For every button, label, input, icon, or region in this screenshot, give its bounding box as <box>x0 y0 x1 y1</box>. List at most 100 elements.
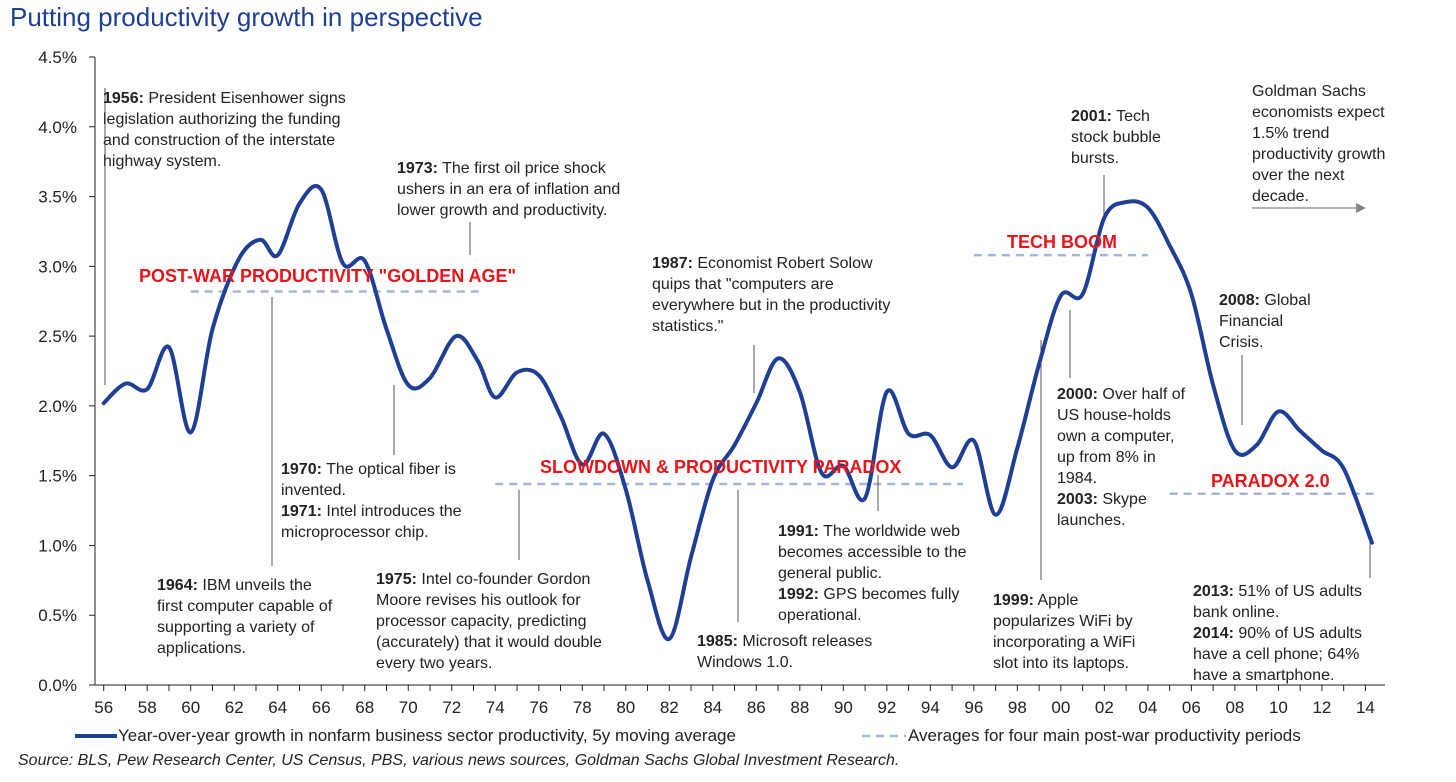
x-tick-label: 14 <box>1356 698 1375 717</box>
y-tick-label: 4.0% <box>38 118 77 137</box>
y-tick-label: 2.5% <box>38 327 77 346</box>
annotation-year: 1964: <box>157 577 198 594</box>
period-label-golden-age: POST-WAR PRODUCTIVITY "GOLDEN AGE" <box>139 266 517 286</box>
x-tick-label: 72 <box>442 698 461 717</box>
annotation-1956: 1956: President Eisenhower signs legisla… <box>103 88 353 172</box>
annotation-text: Over half of US house-holds own a comput… <box>1057 386 1186 487</box>
x-tick-label: 74 <box>486 698 505 717</box>
x-tick-label: 94 <box>921 698 940 717</box>
x-tick-label: 86 <box>747 698 766 717</box>
annotation-text: Global Financial Crisis. <box>1219 292 1311 351</box>
annotation-1991: 1991: The worldwide web becomes accessib… <box>778 521 983 626</box>
x-tick-label: 76 <box>529 698 548 717</box>
y-tick-label: 3.5% <box>38 188 77 207</box>
x-tick-label: 08 <box>1225 698 1244 717</box>
x-tick-label: 66 <box>312 698 331 717</box>
x-tick-label: 02 <box>1095 698 1114 717</box>
annotation-1999: 1999: Apple popularizes WiFi by incorpor… <box>993 590 1158 674</box>
x-tick-label: 88 <box>790 698 809 717</box>
annotation-year: 1987: <box>652 255 693 272</box>
x-tick-label: 68 <box>355 698 374 717</box>
annotation-text: The first oil price shock ushers in an e… <box>397 160 621 219</box>
annotation-text: 51% of US adults bank online. <box>1193 583 1362 621</box>
annotation-text: Tech stock bubble bursts. <box>1071 108 1161 167</box>
x-tick-label: 04 <box>1138 698 1157 717</box>
annotation-text: Goldman Sachs economists expect 1.5% tre… <box>1252 83 1386 205</box>
annotation-year: 1973: <box>397 160 438 177</box>
x-tick-label: 70 <box>399 698 418 717</box>
y-tick-label: 0.0% <box>38 676 77 695</box>
x-tick-label: 80 <box>616 698 635 717</box>
annotation-text: Skype launches. <box>1057 491 1147 529</box>
x-tick-label: 92 <box>877 698 896 717</box>
x-tick-label: 84 <box>703 698 722 717</box>
period-label-paradox-2: PARADOX 2.0 <box>1211 471 1330 491</box>
chart-title: Putting productivity growth in perspecti… <box>10 2 483 32</box>
annotation-text: Economist Robert Solow quips that "compu… <box>652 255 891 335</box>
annotation-year: 1971: <box>281 503 322 520</box>
annotation-1987: 1987: Economist Robert Solow quips that … <box>652 253 897 337</box>
annotation-text: The optical fiber is invented. <box>281 461 456 499</box>
y-tick-label: 4.5% <box>38 48 77 67</box>
annotation-1964: 1964: IBM unveils the first computer cap… <box>157 575 337 659</box>
annotation-text: The worldwide web becomes accessible to … <box>778 523 967 582</box>
annotation-year: 1992: <box>778 586 819 603</box>
x-tick-label: 98 <box>1008 698 1027 717</box>
source-note: Source: BLS, Pew Research Center, US Cen… <box>18 752 900 769</box>
annotation-year: 1999: <box>993 592 1034 609</box>
period-label-slowdown: SLOWDOWN & PRODUCTIVITY PARADOX <box>540 457 902 477</box>
x-tick-label: 90 <box>834 698 853 717</box>
x-tick-label: 62 <box>225 698 244 717</box>
annotation-2001: 2001: Tech stock bubble bursts. <box>1071 106 1181 169</box>
annotation-1985: 1985: Microsoft releases Windows 1.0. <box>697 631 897 673</box>
x-tick-label: 06 <box>1182 698 1201 717</box>
annotation-2000: 2000: Over half of US house-holds own a … <box>1057 384 1195 531</box>
x-tick-label: 60 <box>181 698 200 717</box>
x-tick-label: 96 <box>964 698 983 717</box>
y-tick-label: 3.0% <box>38 257 77 276</box>
annotation-year: 2013: <box>1193 583 1234 600</box>
annotation-year: 1985: <box>697 633 738 650</box>
productivity-series-line <box>101 184 1374 641</box>
x-tick-label: 12 <box>1312 698 1331 717</box>
x-tick-label: 64 <box>268 698 287 717</box>
annotation-year: 1975: <box>376 571 417 588</box>
y-tick-label: 2.0% <box>38 397 77 416</box>
x-tick-label: 56 <box>94 698 113 717</box>
annotation-year: 1991: <box>778 523 819 540</box>
annotation-year: 2003: <box>1057 491 1098 508</box>
x-tick-label: 10 <box>1269 698 1288 717</box>
annotation-outlook: Goldman Sachs economists expect 1.5% tre… <box>1252 81 1397 207</box>
outlook-arrow-head <box>1356 203 1366 213</box>
legend-line-label: Year-over-year growth in nonfarm busines… <box>118 726 736 745</box>
annotation-year: 1970: <box>281 461 322 478</box>
annotation-1975: 1975: Intel co-founder Gordon Moore revi… <box>376 569 614 674</box>
x-tick-label: 00 <box>1051 698 1070 717</box>
annotation-text: Intel introduces the microprocessor chip… <box>281 503 462 541</box>
x-tick-label: 82 <box>660 698 679 717</box>
y-tick-label: 1.0% <box>38 536 77 555</box>
x-tick-label: 78 <box>573 698 592 717</box>
annotation-year: 2000: <box>1057 386 1098 403</box>
annotation-text: GPS becomes fully operational. <box>778 586 960 624</box>
annotation-text: 90% of US adults have a cell phone; 64% … <box>1193 625 1362 684</box>
annotation-2008: 2008: Global Financial Crisis. <box>1219 290 1329 353</box>
y-tick-label: 0.5% <box>38 606 77 625</box>
annotation-text: Apple popularizes WiFi by incorporating … <box>993 592 1136 672</box>
annotation-text: IBM unveils the first computer capable o… <box>157 577 333 657</box>
annotation-year: 2001: <box>1071 108 1112 125</box>
annotation-year: 2008: <box>1219 292 1260 309</box>
annotation-text: Microsoft releases Windows 1.0. <box>697 633 873 671</box>
annotation-1970: 1970: The optical fiber is invented. 197… <box>281 459 481 543</box>
period-label-tech-boom: TECH BOOM <box>1007 232 1117 252</box>
annotation-year: 1956: <box>103 90 144 107</box>
legend-dashed-label: Averages for four main post-war producti… <box>908 726 1301 745</box>
y-tick-label: 1.5% <box>38 467 77 486</box>
annotation-text: Intel co-founder Gordon Moore revises hi… <box>376 571 602 672</box>
x-tick-label: 58 <box>138 698 157 717</box>
annotation-2013: 2013: 51% of US adults bank online. 2014… <box>1193 581 1383 686</box>
annotation-text: President Eisenhower signs legislation a… <box>103 90 346 170</box>
annotation-1973: 1973: The first oil price shock ushers i… <box>397 158 647 221</box>
annotation-year: 2014: <box>1193 625 1234 642</box>
